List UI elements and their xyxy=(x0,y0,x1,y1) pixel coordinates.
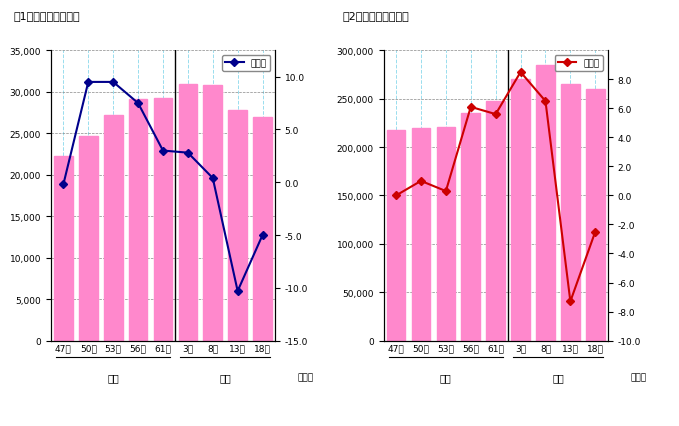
Bar xyxy=(437,127,455,341)
Bar xyxy=(411,128,430,341)
Bar xyxy=(179,85,197,341)
Text: 昭和: 昭和 xyxy=(440,373,452,383)
Bar xyxy=(253,118,272,341)
Bar xyxy=(387,130,405,341)
Bar xyxy=(54,156,73,341)
Legend: 増加率: 増加率 xyxy=(555,56,603,72)
Bar xyxy=(486,101,505,341)
Bar xyxy=(536,66,555,341)
Text: 平成: 平成 xyxy=(552,373,564,383)
Text: 増加率: 増加率 xyxy=(630,373,646,382)
Bar xyxy=(79,136,98,341)
Bar xyxy=(204,86,222,341)
Text: 増加率: 増加率 xyxy=(297,373,314,382)
Text: 昭和: 昭和 xyxy=(107,373,119,383)
Bar xyxy=(153,98,172,341)
Legend: 増加率: 増加率 xyxy=(222,56,270,72)
Bar xyxy=(586,90,604,341)
Bar xyxy=(104,116,122,341)
Bar xyxy=(511,80,530,341)
Bar xyxy=(228,111,247,341)
Bar xyxy=(462,114,480,341)
Bar xyxy=(561,85,580,341)
Text: 図2　従業者数の推移: 図2 従業者数の推移 xyxy=(343,11,409,20)
Text: 図1　事業所数の推移: 図1 事業所数の推移 xyxy=(14,11,80,20)
Text: 平成: 平成 xyxy=(219,373,231,383)
Bar xyxy=(129,100,147,341)
